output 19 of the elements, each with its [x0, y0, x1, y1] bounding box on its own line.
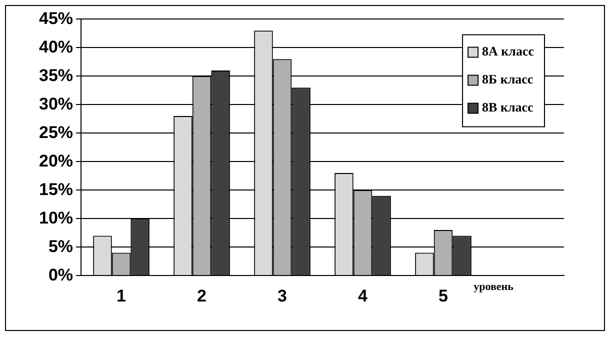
y-tick-label: 5%	[48, 236, 74, 256]
y-tick-label: 25%	[38, 122, 74, 142]
y-tick-label: 10%	[38, 208, 74, 228]
y-tick-label: 45%	[38, 8, 74, 28]
x-tick-label: 4	[358, 286, 368, 306]
y-tick-label: 35%	[38, 66, 74, 85]
y-tick-label: 20%	[38, 151, 74, 170]
x-axis-title: уровень	[474, 280, 514, 293]
legend-label: 8А класс	[482, 44, 534, 59]
x-tick-label: 2	[197, 286, 207, 306]
legend-label: 8В класс	[482, 100, 534, 115]
y-tick-label: 15%	[38, 180, 74, 199]
x-tick-label: 1	[116, 286, 126, 306]
x-tick-label: 5	[438, 286, 448, 306]
y-tick-label: 30%	[38, 94, 74, 114]
x-tick-label: 3	[278, 286, 287, 306]
y-tick-label: 0%	[48, 265, 74, 284]
y-tick-label: 40%	[38, 37, 74, 56]
legend-label: 8Б класс	[482, 72, 534, 87]
